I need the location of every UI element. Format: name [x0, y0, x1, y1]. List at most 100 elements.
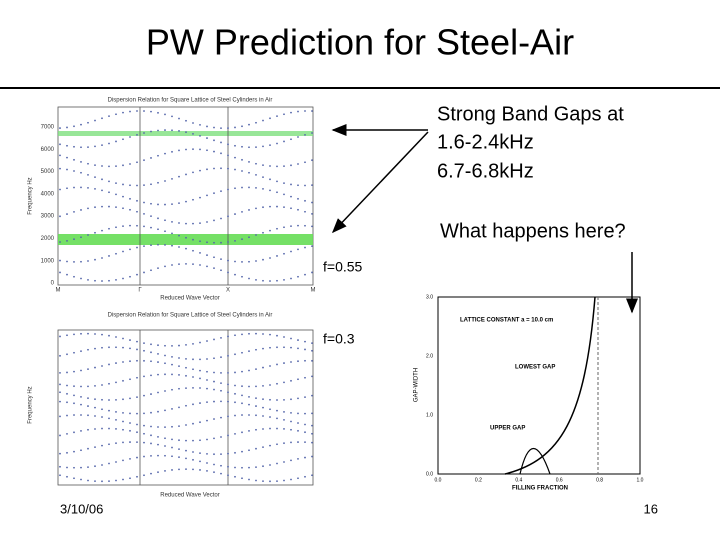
band-dot — [122, 361, 124, 363]
band-dot — [157, 435, 159, 438]
band-dot — [150, 360, 152, 363]
band-dot — [171, 232, 173, 235]
band-dot — [262, 176, 264, 179]
band-dot — [290, 195, 292, 198]
band-dot — [255, 234, 257, 236]
band-dot — [311, 375, 313, 378]
band-dot — [255, 348, 257, 351]
band-dot — [185, 374, 187, 377]
band-dot — [164, 230, 166, 233]
band-dot — [220, 472, 222, 475]
band-dot — [276, 427, 278, 430]
band-dot — [220, 416, 222, 419]
band-dot — [178, 468, 180, 471]
y-tick-label: 2000 — [41, 236, 55, 242]
band-dot — [269, 384, 271, 386]
band-dot — [206, 452, 208, 455]
band-dot — [94, 480, 96, 483]
band-dot — [59, 391, 61, 394]
band-dot — [276, 142, 278, 145]
band-dot — [87, 207, 89, 210]
band-dot — [94, 119, 96, 122]
band-dot — [227, 434, 229, 437]
plot-title: Dispersion Relation for Square Lattice o… — [108, 313, 273, 319]
band-dot — [66, 273, 68, 276]
band-dot — [157, 471, 159, 474]
band-dot — [297, 429, 299, 432]
band-dot — [262, 384, 264, 387]
band-dot — [311, 359, 313, 362]
band-dot — [129, 163, 131, 165]
band-dot — [241, 466, 243, 469]
band-dot — [150, 343, 152, 346]
band-dot — [199, 402, 201, 404]
band-dot — [311, 110, 313, 112]
band-dot — [234, 273, 236, 276]
band-dot — [80, 449, 82, 452]
annotation-line: 6.7-6.8kHz — [437, 160, 534, 182]
band-dot — [115, 346, 117, 349]
band-dot — [262, 347, 264, 350]
band-dot — [178, 425, 180, 427]
upper-gap-curve — [519, 448, 551, 475]
x-tick-label: M — [56, 288, 61, 294]
band-dot — [59, 271, 61, 274]
band-dot — [143, 184, 145, 187]
band-dot — [59, 259, 61, 262]
band-dot — [199, 240, 201, 243]
band-dot — [136, 348, 138, 351]
band-dot — [290, 207, 292, 210]
band-dot — [269, 257, 271, 259]
band-dot — [213, 463, 215, 466]
band-dot — [192, 422, 194, 425]
band-dot — [157, 410, 159, 413]
band-dot — [178, 387, 180, 390]
band-dot — [66, 187, 68, 190]
gap-plot: LATTICE CONSTANT a = 10.0 cm LOWEST GAP … — [414, 294, 644, 491]
band-dot — [129, 110, 131, 113]
band-dot — [108, 417, 110, 420]
band-dot — [66, 432, 68, 435]
band-dot — [276, 399, 278, 401]
band-dot — [255, 479, 257, 482]
band-dot — [262, 415, 264, 417]
x-tick-label: 0.2 — [475, 477, 482, 483]
band-dot — [87, 162, 89, 165]
band-dot — [276, 363, 278, 366]
band-dot — [129, 378, 131, 381]
band-dot — [241, 477, 243, 480]
band-dot — [290, 337, 292, 340]
band-dot — [283, 182, 285, 185]
band-dot — [80, 186, 82, 189]
band-dot — [206, 221, 208, 223]
band-dot — [304, 199, 306, 202]
band-dot — [87, 466, 89, 468]
band-dot — [283, 381, 285, 384]
band-dot — [199, 469, 201, 471]
band-dot — [178, 202, 180, 205]
band-dot — [199, 148, 201, 151]
band-dot — [248, 171, 250, 174]
band-dot — [227, 167, 229, 170]
band-dot — [136, 133, 138, 136]
band-dot — [178, 365, 180, 368]
band-dot — [255, 368, 257, 371]
band-dot — [213, 167, 215, 170]
band-dot — [157, 243, 159, 246]
band-dot — [199, 341, 201, 344]
band-dot — [164, 219, 166, 222]
y-tick-label: 0.0 — [426, 471, 433, 477]
band-dot — [241, 125, 243, 128]
band-dot — [80, 236, 82, 239]
band-dot — [213, 437, 215, 440]
band-dot — [143, 271, 145, 274]
y-label: GAP-WIDTH — [414, 368, 420, 402]
band-dot — [297, 412, 299, 415]
band-dot — [199, 252, 201, 254]
band-dot — [234, 384, 236, 387]
band-dot — [150, 130, 152, 133]
band-dot — [234, 168, 236, 171]
band-dot — [66, 475, 68, 478]
band-dot — [73, 370, 75, 373]
band-dot — [297, 441, 299, 443]
